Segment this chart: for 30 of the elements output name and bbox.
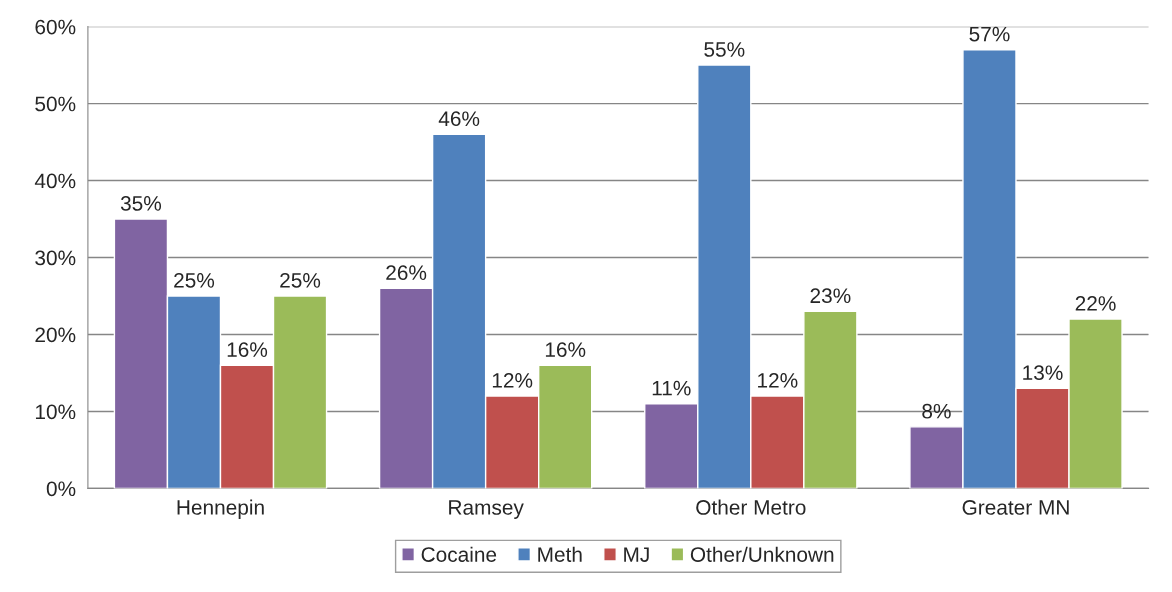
y-tick-label: 20% xyxy=(35,327,76,343)
data-label: 25% xyxy=(280,272,321,288)
y-tick-label: 60% xyxy=(35,19,76,35)
y-tick-label: 0% xyxy=(46,481,76,497)
data-label: 11% xyxy=(652,380,691,396)
legend-label: Other/Unknown xyxy=(690,546,834,562)
data-label: 22% xyxy=(1075,296,1116,311)
data-label: 16% xyxy=(227,342,268,357)
legend-label: Cocaine xyxy=(421,546,497,562)
x-tick-label: Other Metro xyxy=(696,499,806,515)
legend-label: Meth xyxy=(538,546,582,562)
y-tick-label: 50% xyxy=(35,96,76,112)
data-label: 12% xyxy=(758,373,798,388)
data-label: 25% xyxy=(174,272,215,288)
data-label: 46% xyxy=(438,111,480,127)
x-tick-label: Greater MN xyxy=(962,500,1069,515)
data-label: 16% xyxy=(545,342,586,357)
legend-label: MJ xyxy=(624,547,649,562)
y-tick-label: 40% xyxy=(34,173,76,189)
data-label: 35% xyxy=(120,196,162,211)
y-tick-label: 10% xyxy=(35,404,76,420)
data-label: 13% xyxy=(1023,365,1063,381)
x-tick-label: Hennepin xyxy=(177,499,264,519)
x-tick-label: Ramsey xyxy=(449,500,524,519)
y-tick-label: 30% xyxy=(35,250,76,266)
data-label: 12% xyxy=(492,373,533,388)
data-label: 55% xyxy=(704,42,745,57)
data-label: 26% xyxy=(386,265,427,281)
data-label: 23% xyxy=(810,288,851,304)
data-label: 57% xyxy=(969,26,1010,42)
